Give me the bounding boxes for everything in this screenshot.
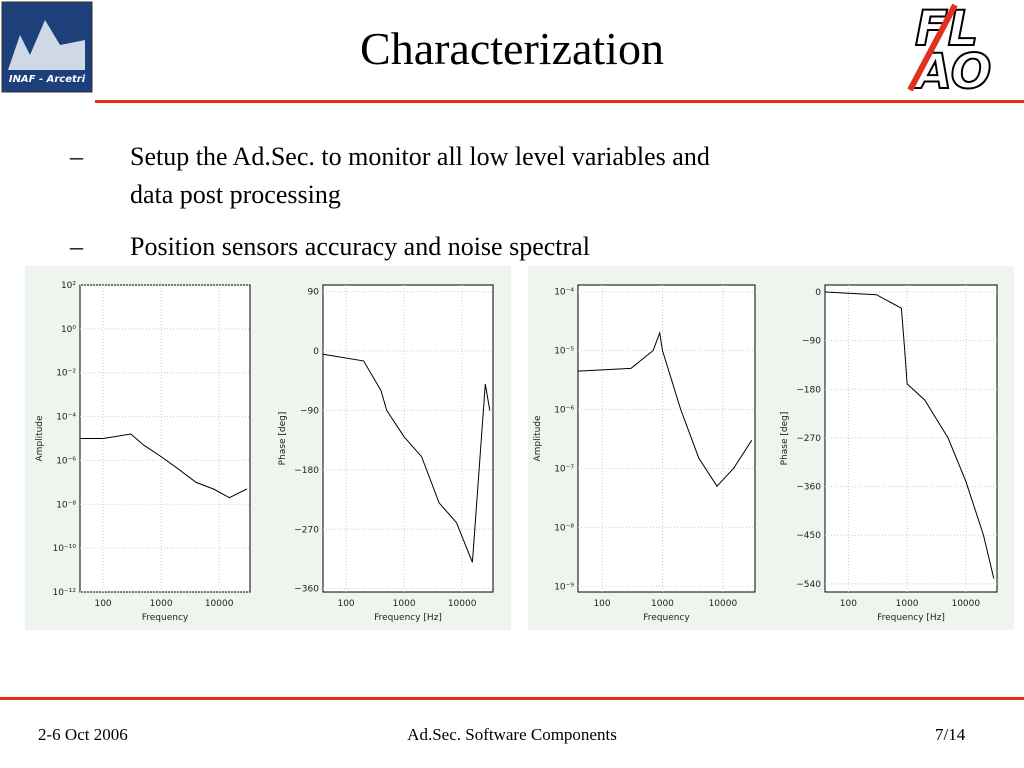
plot-frame bbox=[824, 284, 998, 593]
y-tick-label: 10⁻⁸ bbox=[56, 500, 76, 510]
x-axis-label: Frequency [Hz] bbox=[374, 613, 442, 623]
y-tick-label: 10⁻⁴ bbox=[554, 288, 574, 298]
bullet-marker: – bbox=[70, 232, 83, 261]
logo-slash bbox=[907, 3, 958, 92]
x-tick-label: 1000 bbox=[651, 599, 674, 609]
y-tick-label: 10⁻⁹ bbox=[554, 582, 574, 592]
y-tick-label: 10⁻² bbox=[56, 369, 76, 379]
bullet-text: Position sensors accuracy and noise spec… bbox=[130, 232, 590, 261]
y-tick-label: −180 bbox=[294, 466, 319, 476]
title: Characterization bbox=[360, 23, 664, 74]
y-tick-label: 10⁻⁴ bbox=[56, 413, 76, 423]
footer-rule bbox=[0, 697, 1024, 700]
y-axis-label: Amplitude bbox=[533, 415, 543, 462]
y-tick-label: 90 bbox=[308, 288, 320, 298]
y-tick-label: 10⁻⁶ bbox=[554, 406, 574, 416]
y-axis-label: Phase [deg] bbox=[278, 412, 288, 466]
x-tick-label: 10000 bbox=[709, 599, 738, 609]
y-tick-label: 10⁻¹² bbox=[53, 588, 77, 598]
logo-right: FL AO bbox=[907, 0, 992, 95]
x-tick-label: 1000 bbox=[150, 599, 173, 609]
y-tick-label: −270 bbox=[294, 525, 319, 535]
y-tick-label: −360 bbox=[796, 483, 821, 493]
data-line bbox=[824, 291, 995, 579]
plot-frame bbox=[79, 284, 251, 593]
x-tick-label: 10000 bbox=[448, 599, 477, 609]
logo-left: INAF - Arcetri bbox=[1, 1, 93, 93]
bullet-marker: – bbox=[70, 142, 83, 171]
x-axis-label: Frequency [Hz] bbox=[877, 613, 945, 623]
data-line bbox=[577, 330, 753, 488]
logo-text: INAF - Arcetri bbox=[9, 74, 86, 85]
footer-date: 2-6 Oct 2006 bbox=[38, 725, 128, 744]
logo-mark: FL bbox=[915, 1, 978, 57]
y-tick-label: 10⁻⁶ bbox=[56, 456, 76, 466]
x-tick-label: 10000 bbox=[951, 599, 980, 609]
footer-page: 7/14 bbox=[935, 725, 966, 744]
y-tick-label: −540 bbox=[796, 580, 821, 590]
y-tick-label: 0 bbox=[313, 347, 319, 357]
y-tick-label: −180 bbox=[796, 385, 821, 395]
header-rule bbox=[95, 100, 1024, 103]
plots: 100 1000 1000010²10⁰10⁻²10⁻⁴10⁻⁶10⁻⁸10⁻¹⁰1… bbox=[25, 266, 1014, 630]
y-tick-label: 10⁰ bbox=[61, 325, 76, 335]
y-tick-label: −270 bbox=[796, 434, 821, 444]
x-tick-label: 100 bbox=[593, 599, 610, 609]
x-tick-label: 100 bbox=[337, 599, 354, 609]
y-tick-label: −90 bbox=[300, 406, 319, 416]
logo-mark: AO bbox=[911, 44, 991, 95]
y-tick-label: −360 bbox=[294, 585, 319, 595]
plot-frame bbox=[577, 284, 756, 593]
x-tick-label: 10000 bbox=[205, 599, 234, 609]
y-axis-label: Phase [deg] bbox=[780, 412, 790, 466]
y-tick-label: 10⁻⁷ bbox=[554, 464, 574, 474]
y-tick-label: 10⁻¹⁰ bbox=[53, 544, 77, 554]
y-tick-label: 10⁻⁵ bbox=[554, 347, 574, 357]
y-tick-label: −90 bbox=[802, 337, 821, 347]
bullet-text: Setup the Ad.Sec. to monitor all low lev… bbox=[130, 142, 710, 209]
plot-frame bbox=[322, 284, 494, 593]
y-axis-label: Amplitude bbox=[35, 415, 45, 462]
data-line bbox=[322, 353, 491, 563]
footer-title: Ad.Sec. Software Components bbox=[407, 725, 617, 744]
x-tick-label: 100 bbox=[94, 599, 111, 609]
data-line bbox=[80, 433, 248, 499]
x-tick-label: 100 bbox=[840, 599, 857, 609]
y-tick-label: 10² bbox=[61, 281, 76, 291]
y-tick-label: −450 bbox=[796, 531, 821, 541]
x-axis-label: Frequency bbox=[643, 613, 690, 623]
x-tick-label: 1000 bbox=[393, 599, 416, 609]
logo-art bbox=[8, 20, 85, 70]
x-tick-label: 1000 bbox=[896, 599, 919, 609]
x-axis-label: Frequency bbox=[142, 613, 189, 623]
y-tick-label: 0 bbox=[815, 288, 821, 298]
y-tick-label: 10⁻⁸ bbox=[554, 523, 574, 533]
